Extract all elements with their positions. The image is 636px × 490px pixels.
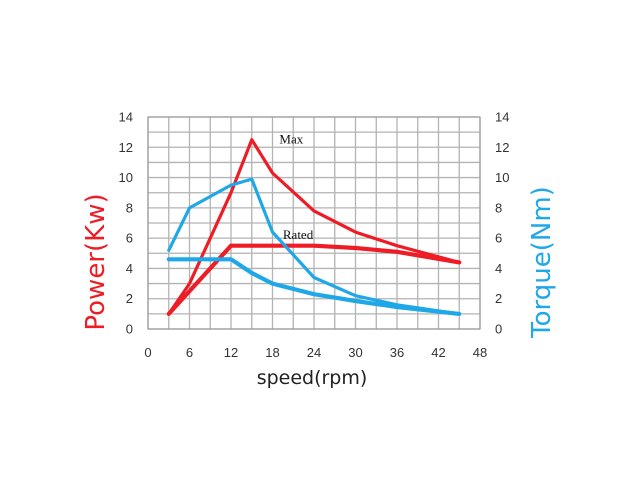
x-tick-label: 36 (390, 345, 404, 360)
left-y-axis-ticks: 0 2 4 6 8 10 12 14 (119, 110, 133, 337)
left-y-tick-label: 10 (119, 170, 133, 185)
right-y-tick-label: 4 (495, 261, 502, 276)
right-y-axis-ticks: 0 2 4 6 8 10 12 14 (495, 110, 509, 337)
torque-thin-line (167, 177, 461, 316)
annotation-label: Max (279, 132, 303, 147)
x-tick-label: 30 (348, 345, 362, 360)
left-y-tick-label: 12 (119, 140, 133, 155)
x-tick-label: 24 (307, 345, 321, 360)
right-y-tick-label: 0 (495, 322, 502, 337)
annotation-label: Rated (283, 227, 314, 242)
x-tick-label: 12 (224, 345, 238, 360)
right-y-tick-label: 2 (495, 291, 502, 306)
left-y-tick-label: 2 (126, 291, 133, 306)
x-tick-label: 0 (144, 345, 151, 360)
right-y-tick-label: 10 (495, 170, 509, 185)
right-y-axis-title: Torque(Nm) (527, 186, 557, 339)
chart-series (166, 138, 462, 316)
right-y-tick-label: 14 (495, 110, 509, 125)
left-y-tick-label: 8 (126, 200, 133, 215)
left-y-axis-title: Power(Kw) (81, 193, 111, 330)
x-axis-ticks: 0 6 12 18 24 30 36 42 48 (144, 345, 487, 360)
x-axis-title: speed(rpm) (257, 367, 368, 389)
left-y-tick-label: 6 (126, 231, 133, 246)
torque-thick-line (166, 257, 462, 316)
left-y-tick-label: 14 (119, 110, 133, 125)
left-y-tick-label: 4 (126, 261, 133, 276)
right-y-tick-label: 6 (495, 231, 502, 246)
plot-frame (147, 116, 481, 330)
x-tick-label: 6 (186, 345, 193, 360)
left-y-tick-label: 0 (126, 322, 133, 337)
power-thick-line (166, 243, 462, 316)
power-thin-line (167, 138, 461, 316)
right-y-tick-label: 8 (495, 200, 502, 215)
x-tick-label: 48 (473, 345, 487, 360)
x-tick-label: 42 (431, 345, 445, 360)
x-tick-label: 18 (265, 345, 279, 360)
right-y-tick-label: 12 (495, 140, 509, 155)
chart-annotations: Max Rated (279, 132, 313, 242)
chart-grid (147, 116, 481, 330)
